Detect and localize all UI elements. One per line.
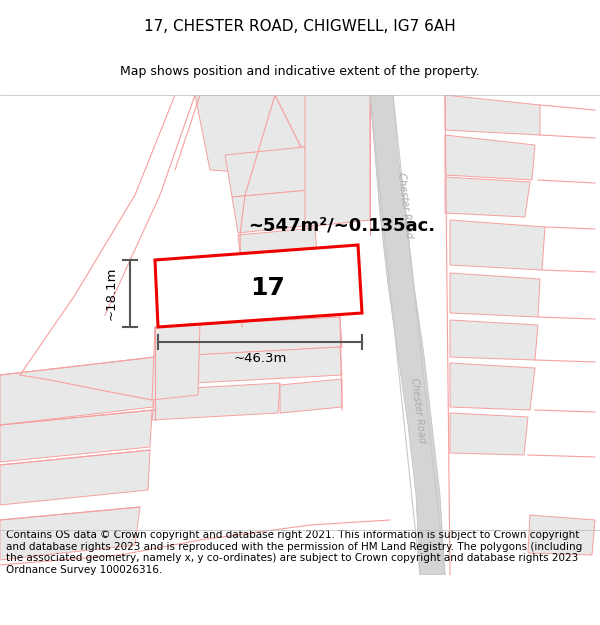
Text: ~547m²/~0.135ac.: ~547m²/~0.135ac.: [248, 216, 435, 234]
Text: 17, CHESTER ROAD, CHIGWELL, IG7 6AH: 17, CHESTER ROAD, CHIGWELL, IG7 6AH: [144, 19, 456, 34]
Polygon shape: [445, 177, 530, 217]
Text: ~18.1m: ~18.1m: [105, 267, 118, 320]
Polygon shape: [450, 413, 528, 455]
Text: 17: 17: [251, 276, 286, 300]
Polygon shape: [450, 273, 540, 317]
Polygon shape: [305, 95, 370, 227]
Text: ~46.3m: ~46.3m: [233, 352, 287, 365]
Polygon shape: [0, 507, 140, 560]
Polygon shape: [155, 347, 342, 385]
Polygon shape: [195, 95, 300, 175]
Polygon shape: [225, 147, 310, 197]
Polygon shape: [232, 190, 315, 233]
Text: Chester Road: Chester Road: [409, 377, 427, 443]
Polygon shape: [528, 515, 595, 555]
Polygon shape: [155, 245, 362, 327]
Polygon shape: [450, 220, 545, 270]
Polygon shape: [0, 410, 152, 462]
Polygon shape: [155, 317, 342, 357]
Polygon shape: [450, 320, 538, 360]
Polygon shape: [0, 450, 150, 505]
Polygon shape: [370, 95, 445, 575]
Polygon shape: [0, 357, 155, 425]
Polygon shape: [445, 135, 535, 180]
Polygon shape: [238, 228, 318, 272]
Text: Chester Road: Chester Road: [396, 172, 414, 238]
Polygon shape: [450, 363, 535, 410]
Polygon shape: [280, 379, 342, 413]
Polygon shape: [275, 95, 370, 150]
Polygon shape: [152, 323, 200, 400]
Text: Map shows position and indicative extent of the property.: Map shows position and indicative extent…: [120, 65, 480, 78]
Polygon shape: [152, 383, 280, 420]
Polygon shape: [445, 95, 540, 135]
Text: Contains OS data © Crown copyright and database right 2021. This information is : Contains OS data © Crown copyright and d…: [6, 530, 582, 575]
